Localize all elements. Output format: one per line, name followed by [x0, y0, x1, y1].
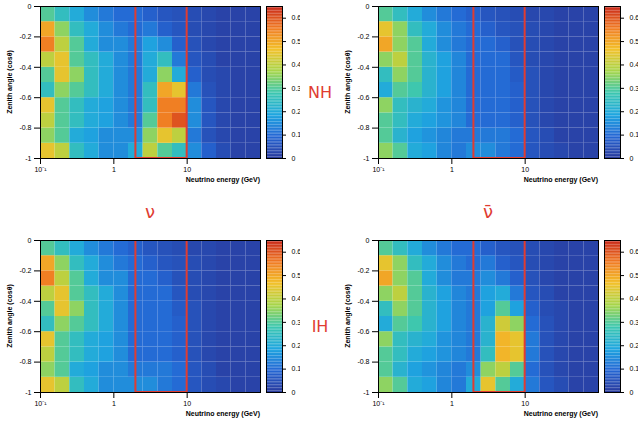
svg-text:0.5: 0.5 — [292, 272, 301, 279]
svg-text:0.4: 0.4 — [630, 61, 639, 68]
html-text:Neutrino energy (GeV): Neutrino energy (GeV) — [185, 410, 260, 417]
svg-text:0.3: 0.3 — [630, 85, 639, 92]
svg-text:1: 1 — [112, 400, 116, 407]
svg-text:0.3: 0.3 — [292, 85, 301, 92]
svg-text:-0.6: -0.6 — [357, 328, 369, 335]
svg-text:-0.2: -0.2 — [19, 267, 31, 274]
html-text:NH: NH — [308, 82, 332, 102]
svg-text:0.6: 0.6 — [292, 14, 301, 21]
svg-text:0.4: 0.4 — [292, 61, 301, 68]
html-text:Zenith angle (cosθ): Zenith angle (cosθ) — [343, 50, 351, 114]
svg-text:0.1: 0.1 — [630, 365, 639, 372]
svg-text:-0.2: -0.2 — [357, 267, 369, 274]
svg-text:10⁻¹: 10⁻¹ — [372, 166, 385, 173]
svg-text:-1: -1 — [363, 155, 369, 162]
svg-text:0.2: 0.2 — [292, 108, 301, 115]
svg-text:0.1: 0.1 — [292, 131, 301, 138]
svg-text:1: 1 — [112, 166, 116, 173]
svg-text:10: 10 — [183, 400, 191, 407]
html-text:Zenith angle (cosθ): Zenith angle (cosθ) — [5, 50, 13, 114]
svg-text:-1: -1 — [25, 389, 31, 396]
html-text:IH: IH — [311, 316, 329, 336]
svg-text:-0.6: -0.6 — [19, 94, 31, 101]
svg-text:0.4: 0.4 — [630, 295, 639, 302]
svg-text:-0.8: -0.8 — [357, 358, 369, 365]
svg-text:10⁻¹: 10⁻¹ — [34, 400, 47, 407]
svg-text:-0.6: -0.6 — [357, 94, 369, 101]
svg-text:0.6: 0.6 — [630, 14, 639, 21]
svg-text:0.5: 0.5 — [292, 38, 301, 45]
svg-text:0: 0 — [28, 237, 32, 244]
svg-text:0.5: 0.5 — [630, 272, 639, 279]
svg-text:0.6: 0.6 — [630, 248, 639, 255]
svg-text:0: 0 — [630, 389, 634, 396]
svg-text:-1: -1 — [363, 389, 369, 396]
svg-text:-0.8: -0.8 — [357, 124, 369, 131]
svg-text:-0.4: -0.4 — [357, 64, 369, 71]
svg-text:0.1: 0.1 — [630, 131, 639, 138]
html-text:Zenith angle (cosθ): Zenith angle (cosθ) — [5, 284, 13, 348]
svg-text:0: 0 — [366, 237, 370, 244]
html-text:ν̄: ν̄ — [483, 200, 493, 222]
svg-text:-0.4: -0.4 — [357, 298, 369, 305]
svg-text:10⁻¹: 10⁻¹ — [34, 166, 47, 173]
html-text:Neutrino energy (GeV): Neutrino energy (GeV) — [523, 176, 598, 183]
svg-text:0.3: 0.3 — [630, 319, 639, 326]
svg-text:-0.2: -0.2 — [357, 33, 369, 40]
svg-text:10: 10 — [521, 166, 529, 173]
svg-text:-0.4: -0.4 — [19, 298, 31, 305]
html-text:Neutrino energy (GeV): Neutrino energy (GeV) — [185, 176, 260, 183]
svg-text:-0.6: -0.6 — [19, 328, 31, 335]
svg-text:0: 0 — [630, 155, 634, 162]
svg-text:0: 0 — [366, 3, 370, 10]
svg-text:10⁻¹: 10⁻¹ — [372, 400, 385, 407]
svg-text:1: 1 — [450, 400, 454, 407]
html-text:ν: ν — [145, 200, 155, 222]
svg-text:10: 10 — [521, 400, 529, 407]
svg-text:0.2: 0.2 — [292, 342, 301, 349]
svg-text:-0.4: -0.4 — [19, 64, 31, 71]
svg-text:0: 0 — [292, 155, 296, 162]
html-text:Zenith angle (cosθ): Zenith angle (cosθ) — [343, 284, 351, 348]
svg-text:0: 0 — [292, 389, 296, 396]
svg-text:-0.8: -0.8 — [19, 358, 31, 365]
svg-text:0.4: 0.4 — [292, 295, 301, 302]
svg-text:0.2: 0.2 — [630, 108, 639, 115]
svg-text:0.1: 0.1 — [292, 365, 301, 372]
svg-text:0: 0 — [28, 3, 32, 10]
svg-text:0.3: 0.3 — [292, 319, 301, 326]
svg-text:0.5: 0.5 — [630, 38, 639, 45]
svg-text:0.2: 0.2 — [630, 342, 639, 349]
svg-text:-0.8: -0.8 — [19, 124, 31, 131]
svg-text:1: 1 — [450, 166, 454, 173]
svg-text:-1: -1 — [25, 155, 31, 162]
svg-text:-0.2: -0.2 — [19, 33, 31, 40]
html-text:Neutrino energy (GeV): Neutrino energy (GeV) — [523, 410, 598, 417]
svg-text:0.6: 0.6 — [292, 248, 301, 255]
svg-text:10: 10 — [183, 166, 191, 173]
